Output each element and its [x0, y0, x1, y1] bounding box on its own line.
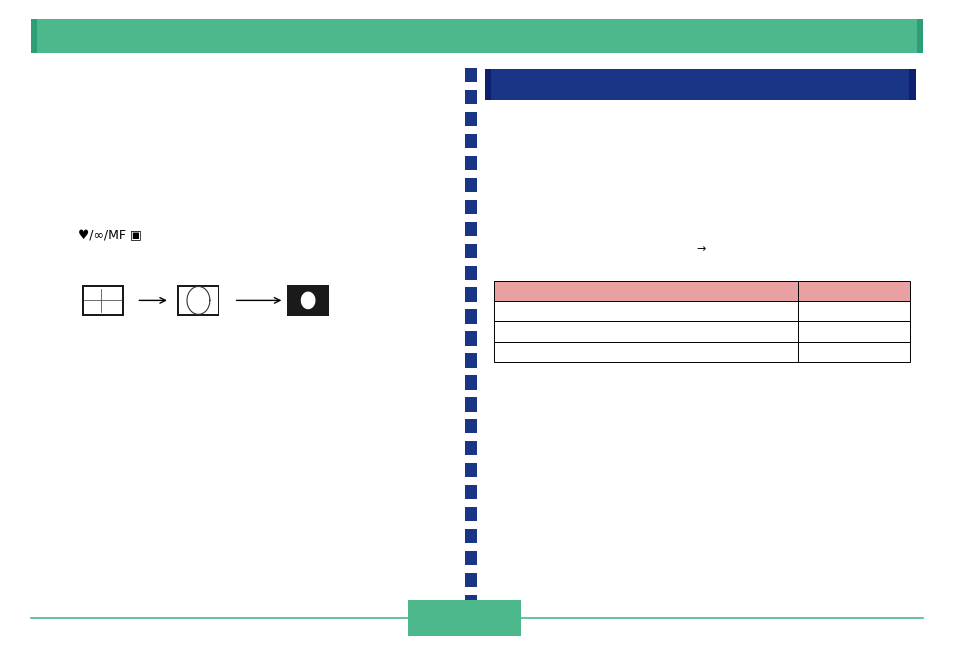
Bar	[177, 285, 219, 316]
Bar	[464, 397, 476, 412]
Bar	[464, 507, 476, 521]
Bar	[464, 200, 476, 214]
Bar	[494, 301, 909, 322]
Bar	[464, 375, 476, 390]
Bar	[464, 134, 476, 148]
Bar	[289, 287, 327, 314]
Bar	[84, 287, 122, 314]
Bar	[464, 244, 476, 258]
Bar	[464, 222, 476, 236]
Bar	[464, 178, 476, 192]
Bar	[464, 266, 476, 280]
Bar	[464, 90, 476, 104]
Bar	[30, 19, 923, 53]
Bar	[464, 287, 476, 302]
Bar	[494, 322, 909, 342]
Bar	[82, 285, 124, 316]
Bar	[464, 331, 476, 346]
Bar	[464, 309, 476, 324]
Bar	[464, 463, 476, 477]
Bar	[908, 69, 915, 100]
Bar	[464, 529, 476, 543]
Bar	[464, 353, 476, 368]
Bar	[464, 156, 476, 170]
Polygon shape	[301, 292, 314, 309]
Bar	[484, 69, 915, 100]
Bar	[464, 441, 476, 455]
Bar	[494, 342, 909, 362]
Bar	[464, 68, 476, 82]
Text: →: →	[696, 244, 705, 254]
Bar	[464, 112, 476, 126]
Text: ♥/∞/MF ▣: ♥/∞/MF ▣	[78, 229, 142, 242]
Bar	[464, 573, 476, 587]
Bar	[408, 600, 520, 636]
Bar	[464, 551, 476, 565]
Bar	[494, 281, 909, 301]
Bar	[464, 595, 476, 609]
Bar	[30, 19, 37, 53]
Bar	[464, 485, 476, 499]
Bar	[916, 19, 923, 53]
Bar	[464, 419, 476, 433]
Bar	[287, 285, 329, 316]
Bar	[179, 287, 217, 314]
Bar	[484, 69, 491, 100]
